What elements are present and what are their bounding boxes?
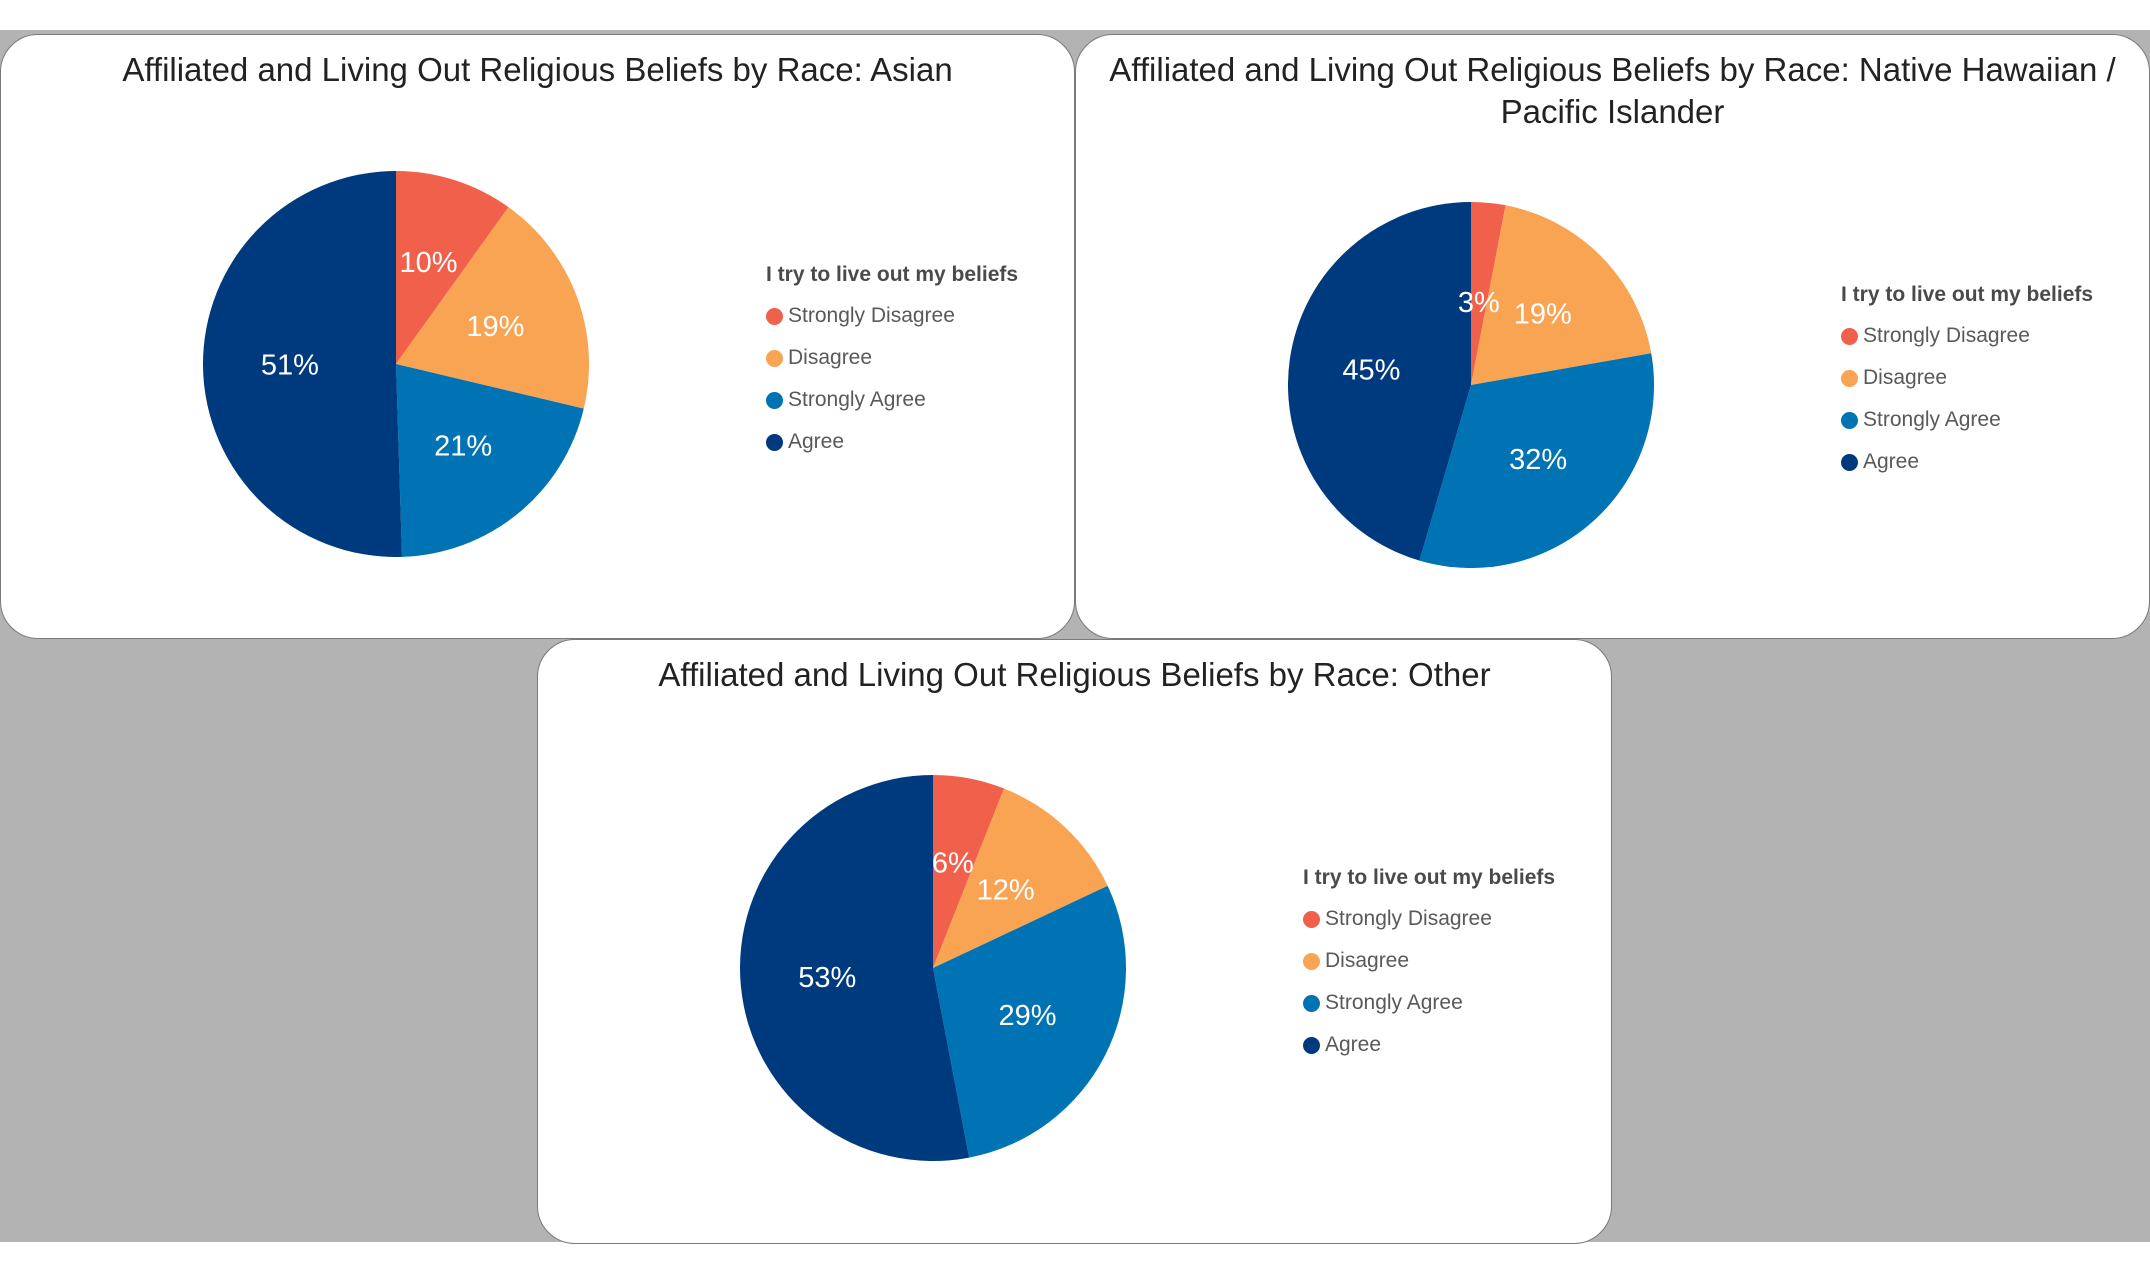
legend-swatch-icon: [1303, 952, 1320, 970]
legend-item-strongly-agree: Strongly Agree: [1303, 982, 1555, 1024]
chart-title: Affiliated and Living Out Religious Beli…: [658, 656, 1491, 693]
chart-title: Affiliated and Living Out Religious Beli…: [1109, 51, 2116, 130]
pie-chart-asian: 10% 19% 21% 51%: [202, 171, 589, 557]
legend-item-strongly-agree: Strongly Agree: [1841, 399, 2093, 441]
legend-swatch-icon: [1841, 411, 1858, 429]
legend-label: Disagree: [1863, 366, 1948, 389]
pie-data-label: 29%: [999, 1000, 1057, 1032]
pie-data-label: 51%: [261, 350, 319, 382]
legend: I try to live out my beliefs Strongly Di…: [1841, 283, 2093, 483]
legend-label: Strongly Agree: [788, 388, 926, 411]
pie-data-label: 45%: [1342, 355, 1400, 387]
pie-slice-strongly-agree: [396, 364, 584, 557]
legend-item-strongly-disagree: Strongly Disagree: [766, 295, 1018, 337]
legend: I try to live out my beliefs Strongly Di…: [766, 263, 1018, 463]
legend-item-strongly-agree: Strongly Agree: [766, 379, 1018, 421]
legend-label: Strongly Agree: [1325, 991, 1463, 1014]
pie-slice-agree: [202, 171, 403, 557]
pie-slice-strongly-disagree: [933, 775, 1005, 968]
legend-item-disagree: Disagree: [1841, 357, 2093, 399]
pie-slice-disagree: [1471, 205, 1652, 385]
legend-label: Strongly Disagree: [788, 304, 955, 327]
pie-data-label: 19%: [1514, 298, 1572, 330]
chart-title: Affiliated and Living Out Religious Beli…: [122, 51, 953, 88]
legend-item-disagree: Disagree: [766, 337, 1018, 379]
legend-swatch-icon: [1841, 369, 1858, 387]
legend-swatch-icon: [766, 349, 783, 367]
pie-data-label: 21%: [434, 430, 492, 462]
pie-data-label: 10%: [399, 247, 457, 279]
pie-slice-disagree: [396, 207, 589, 409]
pie-data-label: 19%: [466, 311, 524, 343]
pie-slice-strongly-agree: [1419, 353, 1654, 568]
legend-swatch-icon: [766, 433, 783, 451]
legend-label: Agree: [1325, 1033, 1382, 1056]
pie-slice-disagree: [933, 788, 1108, 968]
pie-data-label: 53%: [798, 962, 856, 994]
legend-item-agree: Agree: [1841, 441, 2093, 483]
legend-title: I try to live out my beliefs: [1841, 283, 2094, 306]
chart-card-asian: Affiliated and Living Out Religious Beli…: [0, 34, 1075, 639]
pie-chart-native-hawaiian: 3% 19% 32% 45%: [1288, 202, 1654, 568]
legend-label: Agree: [788, 430, 845, 453]
legend: I try to live out my beliefs Strongly Di…: [1303, 866, 1555, 1066]
legend-title: I try to live out my beliefs: [766, 263, 1019, 286]
pie-data-label: 32%: [1509, 444, 1567, 476]
pie-chart-other: 6%12% 29% 53%: [739, 775, 1126, 1161]
chart-card-native-hawaiian: Affiliated and Living Out Religious Beli…: [1075, 34, 2150, 639]
legend-label: Disagree: [788, 346, 873, 369]
pie-data-label: 6%: [932, 848, 974, 880]
legend-title: I try to live out my beliefs: [1303, 866, 1556, 889]
legend-label: Strongly Disagree: [1325, 907, 1492, 930]
legend-label: Disagree: [1325, 949, 1410, 972]
legend-label: Strongly Disagree: [1863, 324, 2030, 347]
pie-data-label: 12%: [977, 875, 1035, 907]
pie-slice-strongly-disagree: [396, 171, 509, 364]
legend-item-strongly-disagree: Strongly Disagree: [1841, 315, 2093, 357]
legend-swatch-icon: [1303, 1036, 1320, 1054]
legend-item-agree: Agree: [766, 421, 1018, 463]
legend-swatch-icon: [766, 391, 783, 409]
pie-slice-strongly-disagree: [1471, 202, 1506, 385]
legend-swatch-icon: [766, 307, 783, 325]
legend-swatch-icon: [1841, 453, 1858, 471]
legend-item-agree: Agree: [1303, 1024, 1555, 1066]
legend-swatch-icon: [1303, 910, 1320, 928]
pie-slice-agree: [739, 775, 970, 1161]
chart-card-other: Affiliated and Living Out Religious Beli…: [537, 639, 1612, 1244]
legend-swatch-icon: [1841, 327, 1858, 345]
pie-data-label: 3%: [1458, 287, 1500, 319]
pie-slice-agree: [1288, 202, 1471, 561]
legend-label: Agree: [1863, 450, 1920, 473]
legend-item-strongly-disagree: Strongly Disagree: [1303, 898, 1555, 940]
legend-swatch-icon: [1303, 994, 1320, 1012]
legend-label: Strongly Agree: [1863, 408, 2001, 431]
pie-slice-strongly-agree: [933, 885, 1126, 1158]
legend-item-disagree: Disagree: [1303, 940, 1555, 982]
